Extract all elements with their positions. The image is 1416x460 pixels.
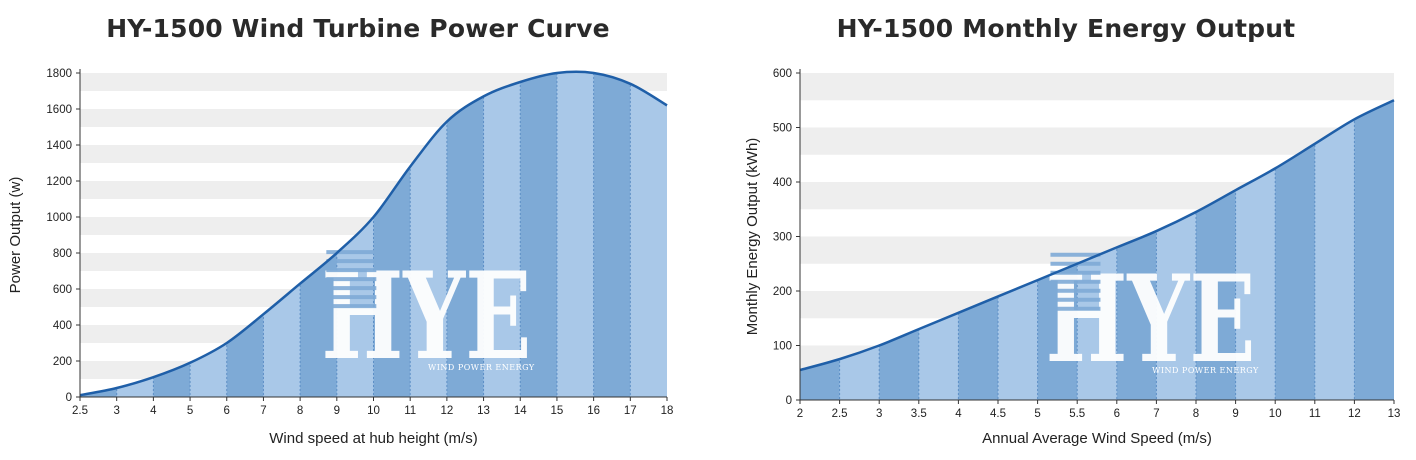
power-x-tick-label: 2.5	[72, 405, 88, 417]
power-watermark-stripe	[326, 286, 377, 291]
energy-area-column	[998, 100, 1039, 400]
power-x-axis-label: Wind speed at hub height (m/s)	[269, 430, 477, 447]
power-y-tick-label: 200	[53, 356, 72, 368]
energy-y-tick-label: 300	[773, 232, 792, 244]
power-x-tick-label: 8	[297, 405, 303, 417]
power-x-tick-label: 12	[440, 405, 453, 417]
energy-y-tick-label: 600	[773, 68, 792, 80]
power-area-column	[520, 71, 558, 397]
power-y-tick-label: 1200	[46, 176, 72, 188]
energy-area-column	[1275, 100, 1316, 400]
energy-watermark-subtext: WIND POWER ENERGY	[1152, 366, 1259, 375]
power-area-column	[556, 71, 595, 397]
energy-watermark-stripe	[1050, 306, 1101, 311]
energy-y-tick-label: 0	[786, 395, 792, 407]
power-y-tick-label: 1400	[46, 140, 72, 152]
power-y-tick-label: 800	[53, 248, 72, 260]
energy-x-tick-label: 6	[1114, 408, 1120, 420]
energy-watermark-stripe	[1050, 279, 1101, 284]
power-y-axis-label: Power Output (w)	[7, 177, 24, 294]
power-y-tick-label: 1000	[46, 212, 72, 224]
energy-x-tick-label: 7	[1153, 408, 1159, 420]
power-area-column	[483, 71, 521, 397]
energy-x-tick-label: 2	[797, 408, 803, 420]
energy-area-column	[1354, 100, 1394, 400]
energy-area-column	[1314, 100, 1355, 400]
power-series-line	[79, 70, 668, 397]
energy-x-tick-label: 11	[1309, 408, 1321, 420]
power-x-tick-label: 5	[187, 405, 193, 417]
energy-series-line	[799, 99, 1395, 372]
power-x-tick-label: 6	[224, 405, 230, 417]
power-x-tick-label: 9	[334, 405, 340, 417]
power-y-tick-label: 600	[53, 284, 72, 296]
energy-area-column	[918, 100, 959, 400]
power-watermark-stripe	[326, 268, 377, 273]
power-x-tick-label: 14	[514, 405, 527, 417]
energy-watermark-stripe	[1050, 270, 1101, 275]
energy-x-tick-label: 4	[955, 408, 962, 420]
power-area-column	[630, 71, 667, 397]
power-x-tick-label: 10	[367, 405, 380, 417]
energy-x-tick-label: 10	[1269, 408, 1282, 420]
energy-x-tick-label: 4.5	[990, 408, 1006, 420]
power-y-tick-label: 1800	[46, 68, 72, 80]
energy-output-title: HY-1500 Monthly Energy Output	[836, 14, 1296, 43]
power-x-tick-label: 15	[551, 405, 564, 417]
energy-x-tick-label: 5	[1034, 408, 1040, 420]
energy-x-tick-label: 13	[1388, 408, 1401, 420]
energy-x-tick-label: 9	[1232, 408, 1238, 420]
power-x-tick-label: 17	[624, 405, 637, 417]
energy-y-axis-label: Monthly Energy Output (kWh)	[744, 138, 761, 336]
energy-x-tick-label: 5.5	[1069, 408, 1085, 420]
power-x-tick-label: 4	[150, 405, 157, 417]
power-watermark-stripe	[326, 304, 377, 309]
power-x-tick-label: 11	[404, 405, 416, 417]
energy-x-tick-label: 3	[876, 408, 882, 420]
power-watermark-stripe	[326, 295, 377, 300]
power-y-tick-label: 0	[66, 392, 72, 404]
energy-watermark-stripe	[1050, 252, 1101, 257]
power-watermark-stripe	[326, 277, 377, 282]
power-x-tick-label: 18	[661, 405, 674, 417]
energy-grid-band	[800, 73, 1394, 101]
energy-area-column	[879, 100, 920, 400]
power-watermark-stripe	[326, 259, 377, 264]
energy-y-tick-label: 100	[773, 341, 792, 353]
energy-watermark-stripe	[1050, 288, 1101, 293]
energy-x-tick-label: 2.5	[832, 408, 848, 420]
power-x-tick-label: 16	[587, 405, 600, 417]
power-curve-title: HY-1500 Wind Turbine Power Curve	[106, 14, 610, 43]
power-watermark-stripe	[326, 250, 377, 255]
power-x-tick-label: 3	[113, 405, 119, 417]
energy-area-column	[958, 100, 999, 400]
energy-watermark-stripe	[1050, 297, 1101, 302]
power-y-tick-label: 1600	[46, 104, 72, 116]
energy-x-tick-label: 3.5	[911, 408, 927, 420]
energy-x-tick-label: 8	[1193, 408, 1199, 420]
power-area-column	[593, 71, 631, 397]
power-x-tick-label: 13	[477, 405, 490, 417]
energy-x-tick-label: 12	[1348, 408, 1361, 420]
power-area-column	[446, 71, 485, 397]
energy-y-tick-label: 500	[773, 123, 792, 135]
power-x-tick-label: 7	[260, 405, 266, 417]
power-y-tick-label: 400	[53, 320, 72, 332]
power-watermark-subtext: WIND POWER ENERGY	[428, 363, 535, 372]
energy-x-axis-label: Annual Average Wind Speed (m/s)	[982, 430, 1212, 447]
energy-y-tick-label: 400	[773, 177, 792, 189]
energy-grid-band	[800, 127, 1394, 155]
energy-y-tick-label: 200	[773, 286, 792, 298]
